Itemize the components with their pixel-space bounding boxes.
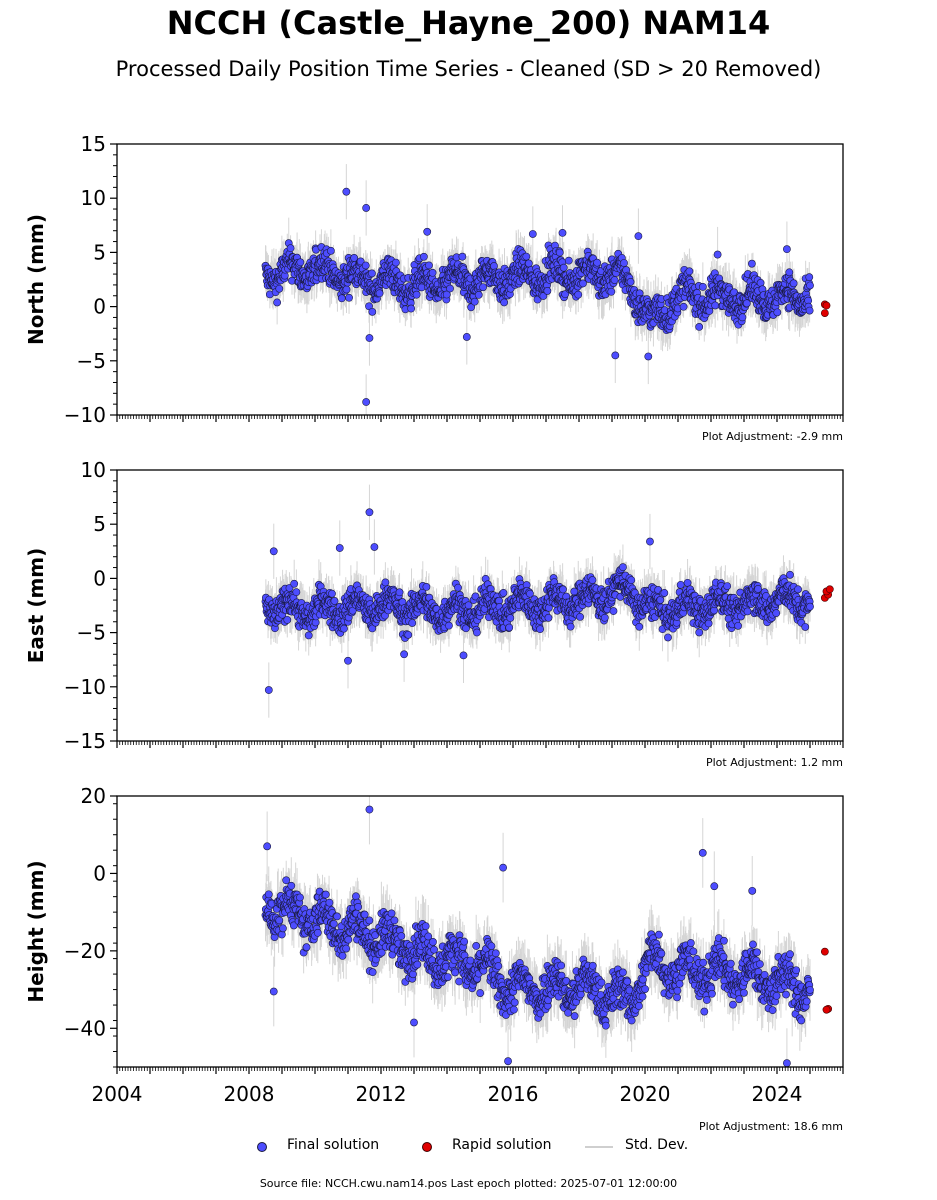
final-point bbox=[773, 308, 782, 317]
final-point bbox=[474, 291, 483, 299]
final-point bbox=[412, 290, 421, 299]
final-point bbox=[711, 301, 720, 310]
final-point bbox=[574, 290, 583, 299]
final-outlier-point bbox=[558, 228, 567, 237]
final-point bbox=[296, 258, 305, 267]
final-point bbox=[785, 268, 794, 277]
final-point bbox=[490, 262, 498, 270]
final-point bbox=[467, 303, 475, 312]
final-point bbox=[685, 267, 694, 276]
final-point bbox=[805, 273, 814, 282]
panel-1: −10 −5 0 5 10 15 North (mm) Plot Adjustment: -2… bbox=[24, 132, 844, 443]
final-outlier-point bbox=[528, 230, 537, 238]
y-tick-label: 10 bbox=[81, 186, 106, 210]
final-point bbox=[626, 278, 635, 286]
final-point bbox=[446, 284, 454, 293]
final-point bbox=[292, 588, 301, 597]
rapid-point bbox=[820, 309, 829, 318]
final-point bbox=[805, 306, 814, 315]
final-point bbox=[470, 297, 479, 306]
final-outlier-point bbox=[462, 333, 471, 341]
final-point bbox=[524, 259, 533, 268]
final-point bbox=[345, 293, 353, 302]
final-point bbox=[458, 252, 467, 261]
panel-data bbox=[261, 164, 831, 415]
final-point bbox=[679, 302, 688, 311]
final-point bbox=[610, 276, 619, 284]
final-point bbox=[368, 307, 377, 316]
y-tick-label: 0 bbox=[93, 295, 106, 319]
final-outlier-point bbox=[362, 204, 371, 212]
final-point bbox=[361, 261, 370, 270]
final-point bbox=[337, 294, 346, 303]
plot-adjustment-label: Plot Adjustment: -2.9 mm bbox=[702, 430, 843, 443]
rapid-solution-points bbox=[820, 300, 831, 318]
final-point bbox=[428, 268, 437, 277]
final-outlier-point bbox=[362, 398, 371, 406]
final-point bbox=[419, 252, 428, 261]
y-tick-label: 15 bbox=[81, 132, 106, 156]
final-point bbox=[806, 281, 814, 290]
final-outlier-point bbox=[644, 352, 653, 361]
final-point bbox=[326, 246, 335, 255]
panel-data bbox=[261, 484, 834, 718]
final-point bbox=[522, 252, 531, 261]
final-point bbox=[564, 256, 573, 265]
final-point bbox=[275, 284, 284, 293]
final-outlier-point bbox=[783, 245, 791, 254]
final-point bbox=[283, 615, 292, 624]
final-point bbox=[392, 258, 400, 267]
rapid-point bbox=[822, 301, 831, 310]
final-point bbox=[607, 287, 616, 296]
y-tick-label: 5 bbox=[93, 240, 106, 264]
final-point bbox=[756, 279, 765, 287]
final-point bbox=[425, 261, 433, 270]
final-point bbox=[368, 269, 376, 278]
figure-title: NCCH (Castle_Hayne_200) NAM14 bbox=[166, 4, 771, 42]
final-point bbox=[500, 298, 509, 307]
final-point bbox=[561, 290, 570, 299]
final-outlier-point bbox=[611, 351, 620, 360]
final-point bbox=[356, 257, 365, 266]
final-solution-points bbox=[261, 508, 814, 694]
final-point bbox=[579, 279, 587, 288]
final-point bbox=[555, 248, 564, 257]
final-outlier-point bbox=[342, 187, 351, 196]
figure-subtitle: Processed Daily Position Time Series - C… bbox=[115, 57, 822, 81]
final-point bbox=[738, 313, 747, 322]
y-tick-label: −5 bbox=[77, 349, 106, 373]
final-point bbox=[479, 283, 487, 292]
y-axis-label: North (mm) bbox=[24, 214, 48, 345]
final-solution-points bbox=[261, 187, 814, 406]
final-point bbox=[304, 631, 313, 640]
final-point bbox=[273, 298, 282, 307]
final-point bbox=[789, 279, 798, 288]
final-point bbox=[747, 259, 756, 268]
final-point bbox=[407, 304, 416, 313]
final-point bbox=[695, 323, 704, 331]
final-point bbox=[442, 290, 451, 299]
final-outlier-point bbox=[713, 250, 722, 259]
final-point bbox=[559, 263, 568, 272]
y-tick-label: −10 bbox=[64, 403, 106, 427]
final-outlier-point bbox=[423, 227, 432, 236]
final-point bbox=[342, 285, 351, 294]
final-point bbox=[620, 259, 628, 267]
final-point bbox=[593, 258, 602, 267]
final-outlier-point bbox=[365, 334, 374, 342]
final-point bbox=[375, 289, 384, 298]
final-outlier-point bbox=[634, 232, 643, 241]
final-point bbox=[698, 282, 707, 291]
final-point bbox=[290, 579, 299, 588]
final-point bbox=[543, 287, 552, 295]
final-point bbox=[286, 244, 295, 253]
